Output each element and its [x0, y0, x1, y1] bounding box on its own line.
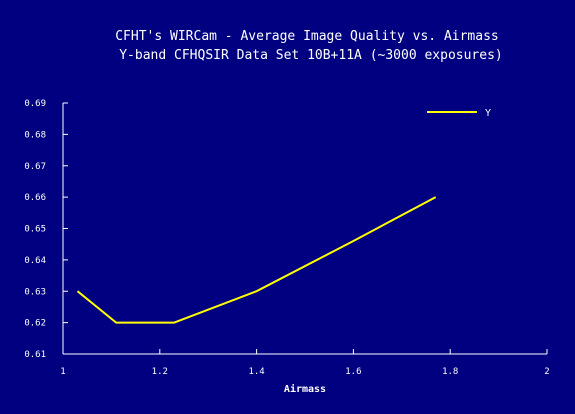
series-line-y [76, 196, 437, 324]
legend-label-y: Y [485, 108, 491, 119]
legend: Y [427, 108, 491, 119]
x-tick-label: 1.6 [345, 367, 361, 377]
y-tick-label: 0.64 [24, 256, 46, 266]
y-axis-ticks: 0.61 0.62 0.63 0.64 0.65 0.66 0.67 0.68 0.69 [24, 99, 68, 360]
x-tick-label: 1.4 [248, 367, 264, 377]
chart-title: CFHT's WIRCam - Average Image Quality vs… [115, 29, 499, 44]
x-tick-label: 1.2 [152, 367, 168, 377]
x-tick-label: 1 [60, 367, 65, 377]
y-tick-label: 0.68 [24, 130, 46, 140]
x-tick-label: 1.8 [442, 367, 458, 377]
axes [62, 103, 547, 355]
y-tick-label: 0.67 [24, 162, 46, 172]
chart-subtitle: Y-band CFHQSIR Data Set 10B+11A (~3000 e… [119, 48, 503, 63]
x-tick-label: 2 [544, 367, 549, 377]
y-tick-label: 0.62 [24, 319, 46, 329]
x-axis-label: Airmass [284, 383, 326, 395]
y-tick-label: 0.61 [24, 350, 46, 360]
y-tick-label: 0.69 [24, 99, 46, 109]
y-tick-label: 0.65 [24, 225, 46, 235]
y-tick-label: 0.63 [24, 287, 46, 297]
x-axis-ticks: 1 1.2 1.4 1.6 1.8 2 [60, 349, 550, 377]
series-group [76, 196, 437, 324]
y-tick-label: 0.66 [24, 193, 46, 203]
